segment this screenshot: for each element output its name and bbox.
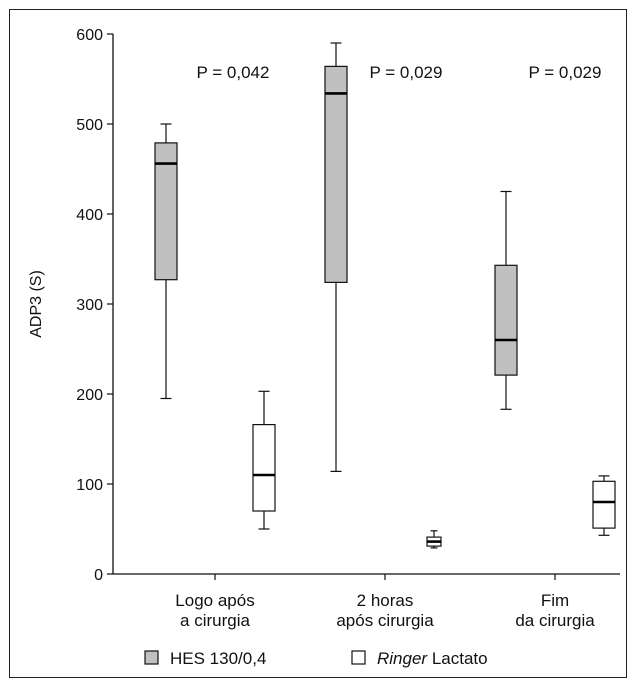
category-label: 2 horas [357, 591, 414, 610]
p-value-label: P = 0,029 [370, 63, 443, 82]
category-label: da cirurgia [515, 611, 595, 630]
legend: HES 130/0,4 Ringer Lactato [144, 649, 488, 668]
legend-label-plain: Lactato [427, 649, 488, 668]
box-ringer-3 [592, 475, 616, 536]
box-hes-3 [494, 190, 518, 410]
category-label: Logo após [175, 591, 254, 610]
axes: 0 100 200 300 400 500 600 ADP3 (S) [28, 27, 620, 584]
y-tick-label: 600 [76, 27, 103, 44]
iqr-box [494, 264, 518, 376]
box-ringer-2 [426, 530, 442, 549]
p-value-label: P = 0,029 [529, 63, 602, 82]
chart-frame [9, 9, 627, 678]
legend-label: Ringer Lactato [377, 649, 488, 668]
boxes [154, 42, 616, 549]
y-tick-label: 200 [76, 387, 103, 404]
iqr-box [324, 65, 348, 284]
box-hes-2 [324, 42, 348, 472]
box-ringer-1 [252, 390, 276, 530]
legend-swatch [351, 650, 366, 665]
p-value-label: P = 0,042 [197, 63, 270, 82]
y-tick-label: 100 [76, 477, 103, 494]
legend-label: HES 130/0,4 [170, 649, 266, 668]
y-tick-label: 0 [94, 567, 103, 584]
category-label: a cirurgia [180, 611, 250, 630]
y-tick-label: 500 [76, 117, 103, 134]
category-label: após cirurgia [336, 611, 434, 630]
y-tick-label: 300 [76, 297, 103, 314]
y-tick-label: 400 [76, 207, 103, 224]
y-axis-label: ADP3 (S) [28, 270, 45, 338]
legend-swatch [144, 650, 159, 665]
iqr-box [592, 480, 616, 529]
box-hes-1 [154, 123, 178, 400]
iqr-box [252, 424, 276, 512]
category-label: Fim [541, 591, 569, 610]
legend-label-italic: Ringer [377, 649, 428, 668]
iqr-box [154, 142, 178, 281]
